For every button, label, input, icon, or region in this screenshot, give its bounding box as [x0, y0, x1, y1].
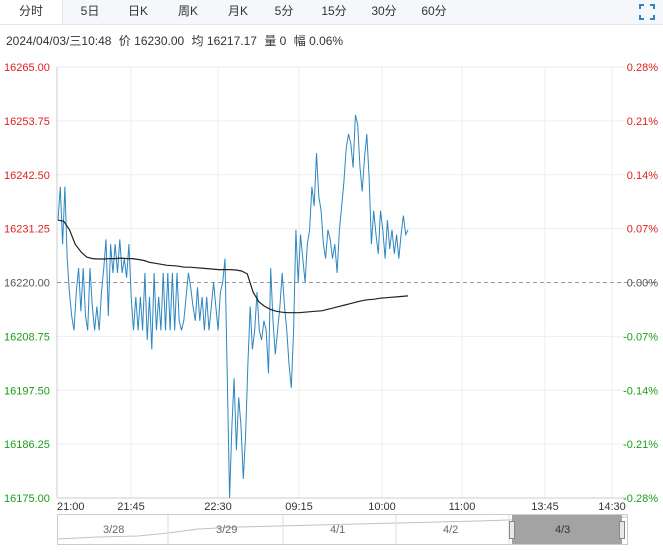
x-tick-label: 21:45	[117, 501, 145, 513]
navigator-right-handle[interactable]	[619, 521, 625, 539]
info-datetime: 2024/04/03/三10:48	[6, 34, 112, 48]
navigator-date-label: 3/29	[216, 524, 238, 536]
pct-tick-label: -0.14%	[623, 385, 658, 397]
y-tick-label: 16265.00	[4, 62, 50, 74]
info-volume-label: 量	[264, 34, 277, 48]
pct-tick-label: -0.07%	[623, 331, 658, 343]
tab-4[interactable]: 月K	[227, 4, 248, 18]
x-tick-label: 13:45	[531, 501, 559, 513]
pct-tick-label: 0.28%	[627, 62, 658, 74]
info-amplitude: 0.06%	[309, 34, 344, 48]
y-tick-label: 16231.25	[4, 224, 50, 236]
pct-tick-label: 0.21%	[627, 116, 658, 128]
info-volume: 0	[279, 34, 287, 48]
tab-7[interactable]: 30分	[371, 4, 397, 18]
navigator-date-label: 4/2	[443, 524, 459, 536]
period-tabs: 分时 5日 日K 周K 月K 5分 15分 30分 60分	[0, 0, 663, 25]
navigator-date-label: 4/3	[555, 524, 571, 536]
x-tick-label: 14:30	[598, 501, 626, 513]
y-tick-label: 16253.75	[4, 116, 50, 128]
tab-2[interactable]: 日K	[127, 4, 148, 18]
tab-1[interactable]: 5日	[80, 4, 100, 18]
info-price-label: 价	[118, 34, 131, 48]
x-tick-label: 10:00	[368, 501, 396, 513]
tab-5[interactable]: 5分	[274, 4, 294, 18]
navigator-left-handle[interactable]	[509, 521, 515, 539]
pct-tick-label: -0.21%	[623, 439, 658, 451]
navigator-date-label: 4/1	[330, 524, 346, 536]
pct-tick-label: 0.14%	[627, 170, 658, 182]
tab-0[interactable]: 分时	[0, 0, 63, 24]
navigator-date-label: 3/28	[103, 524, 125, 536]
info-amplitude-label: 幅	[293, 34, 306, 48]
pct-tick-label: 0.07%	[627, 224, 658, 236]
pct-tick-label: 0.00%	[627, 278, 658, 290]
info-avg-label: 均	[191, 34, 204, 48]
y-tick-label: 16242.50	[4, 170, 50, 182]
info-avg: 16217.17	[206, 34, 257, 48]
y-tick-label: 16186.25	[4, 439, 50, 451]
pct-tick-label: -0.28%	[623, 493, 658, 505]
x-tick-label: 22:30	[204, 501, 232, 513]
intraday-chart[interactable]: 16265.00 0.28% 16253.75 0.21% 16242.50 0.14% 1…	[0, 50, 663, 514]
time-navigator[interactable]: 3/28 3/29 4/1 4/2 4/3	[57, 514, 628, 545]
average-line	[57, 219, 409, 314]
tab-8[interactable]: 60分	[421, 4, 447, 18]
y-tick-label: 16220.00	[4, 278, 50, 290]
y-tick-label: 16197.50	[4, 385, 50, 397]
x-tick-label: 11:00	[449, 501, 476, 513]
tab-3[interactable]: 周K	[177, 4, 198, 18]
y-tick-label: 16208.75	[4, 331, 50, 343]
x-tick-label: 21:00	[57, 501, 85, 513]
fullscreen-icon[interactable]	[639, 4, 655, 20]
quote-info-line: 2024/04/03/三10:48 价 16230.00 均 16217.17 …	[6, 32, 343, 49]
navigator-selection[interactable]	[512, 515, 622, 544]
y-tick-label: 16175.00	[4, 493, 50, 505]
info-price: 16230.00	[134, 34, 185, 48]
price-line	[57, 114, 409, 499]
x-tick-label: 09:15	[285, 501, 313, 513]
tab-6[interactable]: 15分	[321, 4, 347, 18]
